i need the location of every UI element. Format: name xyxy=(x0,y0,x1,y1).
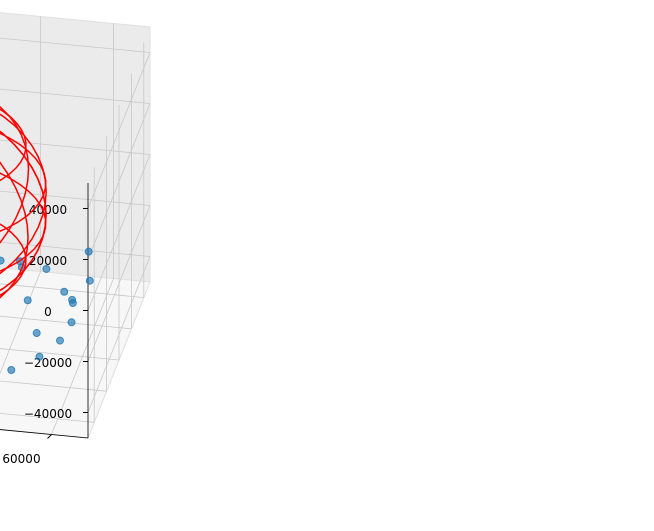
point xyxy=(35,352,44,361)
grid-line xyxy=(87,205,151,362)
z-tick-label: 20000 xyxy=(29,254,67,268)
grid-line xyxy=(87,256,151,413)
point xyxy=(0,256,5,265)
point xyxy=(23,296,32,305)
x-tick xyxy=(47,434,52,439)
grid-line xyxy=(0,380,107,392)
grid-line xyxy=(87,103,151,260)
grid-line xyxy=(0,37,151,53)
point xyxy=(84,247,93,256)
z-tick-label: −40000 xyxy=(24,407,72,421)
point xyxy=(68,295,77,304)
point xyxy=(55,336,64,345)
pane-floor xyxy=(0,267,151,439)
grid-line xyxy=(87,52,151,209)
wireframe-meridian xyxy=(0,130,47,292)
axis-line xyxy=(0,429,89,439)
grid-line xyxy=(0,315,132,330)
z-tick-label: −20000 xyxy=(24,356,72,370)
point xyxy=(85,276,94,285)
grid-line xyxy=(0,348,120,361)
point xyxy=(67,318,76,327)
z-tick-label: 40000 xyxy=(29,203,67,217)
pane-back xyxy=(0,12,151,283)
wireframe-meridian xyxy=(0,161,29,299)
z-tick-label: 0 xyxy=(44,305,52,319)
grid-line xyxy=(0,190,151,206)
grid-line xyxy=(0,241,151,257)
point xyxy=(32,329,41,338)
point xyxy=(42,264,51,273)
grid-line xyxy=(0,88,151,104)
wireframe-meridian xyxy=(0,113,47,275)
point xyxy=(60,287,69,296)
grid-line xyxy=(0,283,144,298)
grid-line xyxy=(0,139,151,155)
x-tick-label: 60000 xyxy=(2,452,40,466)
point xyxy=(7,366,16,375)
grid-line xyxy=(87,154,151,311)
grid-line xyxy=(0,412,95,423)
wireframe-meridian xyxy=(0,105,30,244)
